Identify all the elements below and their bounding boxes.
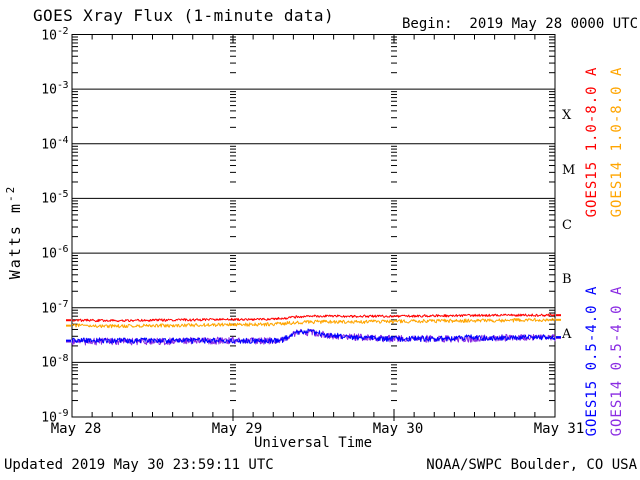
x-tick-label: May 31 (533, 421, 585, 437)
flare-class-letter-c: C (562, 217, 572, 233)
series-label-goes15-0-5-4-0-a: GOES15 0.5-4.0 A (584, 285, 600, 437)
series-label-goes14-0-5-4-0-a: GOES14 0.5-4.0 A (609, 285, 625, 437)
flare-class-letter-a: A (562, 327, 572, 343)
series-line-goes14-1-0-8-0-a (71, 317, 556, 329)
x-tick-label: May 30 (372, 421, 424, 437)
begin-time-label: Begin: 2019 May 28 0000 UTC (402, 16, 639, 32)
series-line-goes15-0-5-4-0-a (71, 328, 556, 344)
updated-timestamp: Updated 2019 May 30 23:59:11 UTC (4, 457, 274, 473)
flare-class-letter-b: B (562, 272, 572, 288)
series-line-goes14-0-5-4-0-a (71, 328, 556, 346)
x-tick-label: May 29 (211, 421, 263, 437)
plot-frame (71, 34, 556, 418)
y-tick-label: 10-5 (41, 189, 68, 207)
flare-class-letter-m: M (562, 163, 576, 179)
y-tick-label: 10-3 (41, 80, 68, 98)
x-tick-label: May 28 (50, 421, 102, 437)
y-tick-label: 10-7 (41, 298, 68, 317)
flare-class-letter-x: X (562, 108, 572, 124)
series-label-goes14-1-0-8-0-a: GOES14 1.0-8.0 A (609, 66, 625, 218)
x-axis-title: Universal Time (253, 435, 373, 451)
y-tick-label: 10-6 (41, 244, 68, 262)
chart-title: GOES Xray Flux (1-minute data) (33, 6, 334, 25)
series-label-goes15-1-0-8-0-a: GOES15 1.0-8.0 A (584, 66, 600, 218)
y-tick-label: 10-4 (41, 134, 68, 153)
y-tick-label: 10-2 (41, 25, 68, 43)
y-tick-label: 10-8 (41, 353, 68, 371)
series-line-goes15-1-0-8-0-a (71, 313, 556, 323)
source-attribution: NOAA/SWPC Boulder, CO USA (426, 457, 637, 473)
y-tick-label: 10-9 (41, 408, 68, 426)
